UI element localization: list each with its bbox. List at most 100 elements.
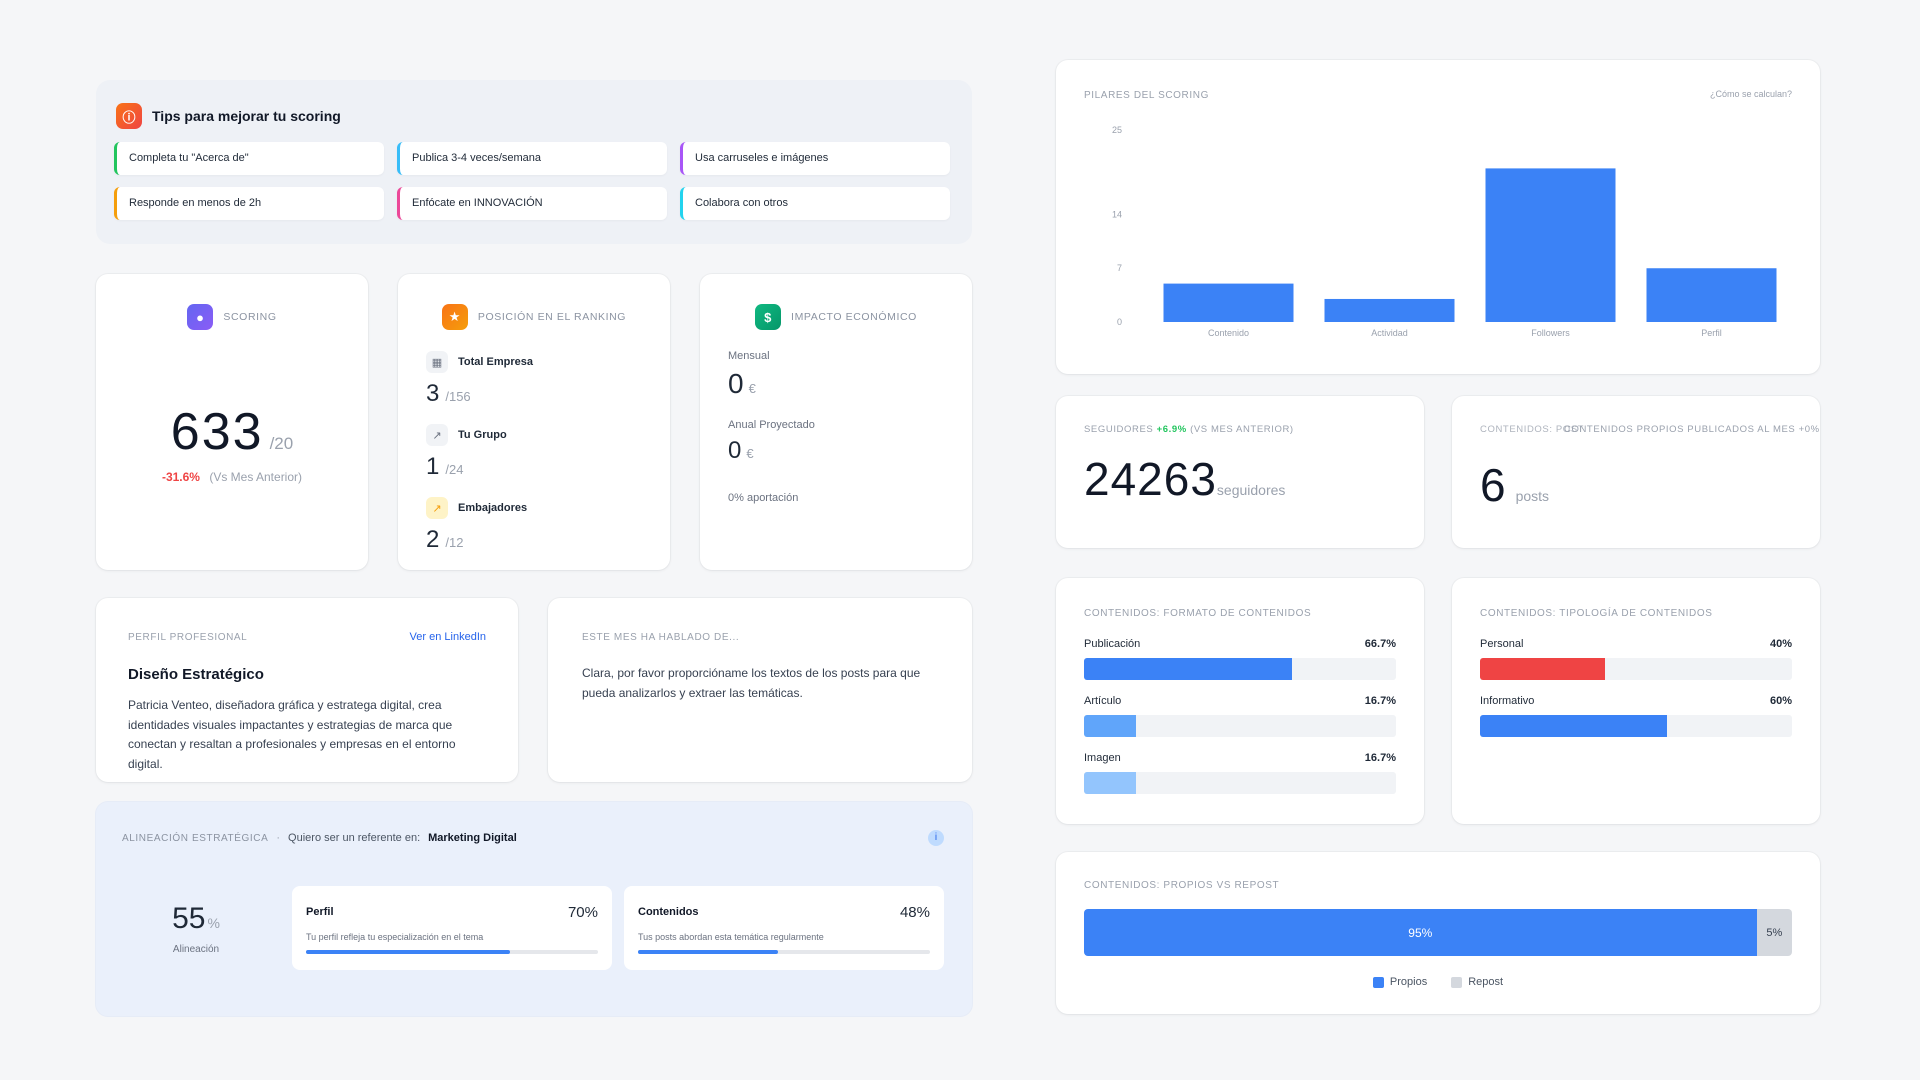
bar-label: Personal <box>1480 638 1524 650</box>
propios-segment: 95% <box>1084 909 1757 956</box>
bar-value: 40% <box>1769 638 1792 650</box>
bar-value: 66.7% <box>1364 638 1396 650</box>
perfil-description: Patricia Venteo, diseñadora gráfica y es… <box>128 698 456 771</box>
alineacion-contenidos-desc: Tus posts abordan esta temática regularm… <box>638 932 824 942</box>
hablado-text: Clara, por favor proporcióname los texto… <box>582 666 921 700</box>
alineacion-value: 55% <box>172 902 220 935</box>
bar-label: Imagen <box>1084 752 1121 764</box>
bar-fill <box>1084 658 1293 680</box>
alineacion-contenidos-bar <box>638 950 930 954</box>
tip-item[interactable]: Publica 3-4 veces/semana <box>397 142 667 175</box>
ranking-row-label: ↗ Tu Grupo <box>426 424 507 446</box>
propios-legend: Propios Repost <box>1056 976 1820 988</box>
seguidores-label: Seguidores +6.9% (Vs Mes Anterior) <box>1084 424 1294 435</box>
ranking-card: ★ Posición en el ranking ▦ Total Empresa … <box>398 274 670 570</box>
alineacion-contenidos-title: Contenidos <box>638 906 699 918</box>
aportacion-text: 0% aportación <box>728 492 799 504</box>
trend-icon: ↗ <box>426 424 448 446</box>
tip-item[interactable]: Completa tu "Acerca de" <box>114 142 384 175</box>
legend-propios: Propios <box>1372 976 1427 988</box>
bar-fill <box>1480 658 1605 680</box>
scoring-card: ● Scoring 633/20 -31.6% (Vs Mes Anterior… <box>96 274 368 570</box>
scoring-header: ● Scoring <box>96 304 368 330</box>
trophy-icon: ★ <box>441 304 468 330</box>
pilares-link[interactable]: ¿Cómo se calculan? <box>1709 89 1792 99</box>
bar-label: Artículo <box>1084 695 1122 707</box>
x-tick-label: Contenido <box>1208 328 1249 338</box>
tip-item[interactable]: Responde en menos de 2h <box>114 187 384 220</box>
scoring-value: 633/20 <box>170 403 294 461</box>
y-tick-label: 25 <box>1112 125 1122 135</box>
bar-label: Informativo <box>1480 695 1535 707</box>
y-tick-label: 14 <box>1112 209 1122 219</box>
propios-card: Contenidos: propios vs repost 95% 5% Pro… <box>1056 852 1820 1014</box>
propios-stacked-bar: 95% 5% <box>1084 909 1792 956</box>
bar-track <box>1480 658 1792 680</box>
y-tick-label: 0 <box>1117 317 1122 327</box>
seguidores-card: Seguidores +6.9% (Vs Mes Anterior) 24263… <box>1056 396 1424 548</box>
perfil-title: Diseño Estratégico <box>128 666 264 683</box>
tipologia-card: Contenidos: tipología de contenidos Pers… <box>1452 578 1820 824</box>
anual-value: 0 € <box>728 437 754 464</box>
bar[interactable] <box>1646 268 1777 322</box>
alineacion-sub: Alineación <box>172 944 220 955</box>
ranking-header: ★ Posición en el ranking <box>398 304 670 330</box>
tips-title: ⓘ Tips para mejorar tu scoring <box>116 103 341 129</box>
bar[interactable] <box>1324 298 1455 322</box>
tips-panel: ⓘ Tips para mejorar tu scoring Completa … <box>96 80 972 244</box>
lightbulb-icon: ⓘ <box>116 103 142 129</box>
tip-item[interactable]: Usa carruseles e imágenes <box>680 142 950 175</box>
impacto-card: $ Impacto económico Mensual 0 € Anual Pro… <box>700 274 972 570</box>
alineacion-contenidos-pct: 48% <box>899 904 930 921</box>
alineacion-panel: Alineación estratégica · Quiero ser un r… <box>96 802 972 1016</box>
alineacion-perfil-bar <box>306 950 598 954</box>
bar-fill <box>1480 715 1668 737</box>
scoring-change: -31.6% (Vs Mes Anterior) <box>161 470 303 484</box>
tip-item[interactable]: Enfócate en INNOVACIÓN <box>397 187 667 220</box>
legend-swatch <box>1372 976 1384 988</box>
formato-card: Contenidos: formato de contenidos Public… <box>1056 578 1424 824</box>
x-tick-label: Actividad <box>1371 328 1408 338</box>
pilares-card: Pilares del scoring ¿Cómo se calculan? 0… <box>1056 60 1820 374</box>
bar-fill <box>1084 772 1137 794</box>
hablado-card: Este mes ha hablado de... Clara, por fav… <box>548 598 972 782</box>
linkedin-link[interactable]: Ver en LinkedIn <box>409 631 486 643</box>
alineacion-header: Alineación estratégica · Quiero ser un r… <box>122 832 517 844</box>
x-tick-label: Followers <box>1531 328 1570 338</box>
alineacion-contenidos-fill <box>638 950 779 954</box>
tipologia-label: Contenidos: tipología de contenidos <box>1480 608 1713 619</box>
y-tick-label: 7 <box>1117 263 1122 273</box>
bar[interactable] <box>1485 168 1616 322</box>
hablado-label: Este mes ha hablado de... <box>582 632 740 643</box>
medal-icon: ● <box>187 304 214 330</box>
pilares-title: Pilares del scoring <box>1084 90 1209 101</box>
perfil-label: Perfil profesional <box>128 632 248 643</box>
bar-label: Publicación <box>1084 638 1141 650</box>
alineacion-perfil-fill <box>306 950 511 954</box>
ranking-row-label: ▦ Total Empresa <box>426 351 533 373</box>
posts-card: Contenidos: Post Contenidos propios publ… <box>1452 396 1820 548</box>
alineacion-contenidos-card: Contenidos 48% Tus posts abordan esta te… <box>624 886 944 970</box>
info-icon[interactable]: i <box>928 830 944 846</box>
propios-label: Contenidos: propios vs repost <box>1084 880 1280 891</box>
alineacion-perfil-title: Perfil <box>306 906 334 918</box>
alineacion-perfil-pct: 70% <box>567 904 598 921</box>
anual-label: Anual Proyectado <box>728 419 815 431</box>
bar-track <box>1084 658 1396 680</box>
ranking-row-label: ↗ Embajadores <box>426 497 527 519</box>
ranking-row-value: 2/12 <box>426 526 464 553</box>
legend-swatch <box>1451 976 1463 988</box>
ranking-row-value: 1/24 <box>426 453 464 480</box>
bar-track <box>1084 772 1396 794</box>
alineacion-perfil-card: Perfil 70% Tu perfil refleja tu especial… <box>292 886 612 970</box>
bar-value: 16.7% <box>1364 752 1396 764</box>
bar[interactable] <box>1163 283 1294 322</box>
ranking-row-value: 3/156 <box>426 380 471 407</box>
alineacion-perfil-desc: Tu perfil refleja tu especialización en … <box>306 932 484 942</box>
bar-track <box>1084 715 1396 737</box>
tip-item[interactable]: Colabora con otros <box>680 187 950 220</box>
building-icon: ▦ <box>426 351 448 373</box>
trend-up-icon: ↗ <box>426 497 448 519</box>
bar-value: 16.7% <box>1364 695 1396 707</box>
pilares-chart: 0 7 14 25 Contenido Actividad Followers Perfil <box>1112 125 1777 338</box>
